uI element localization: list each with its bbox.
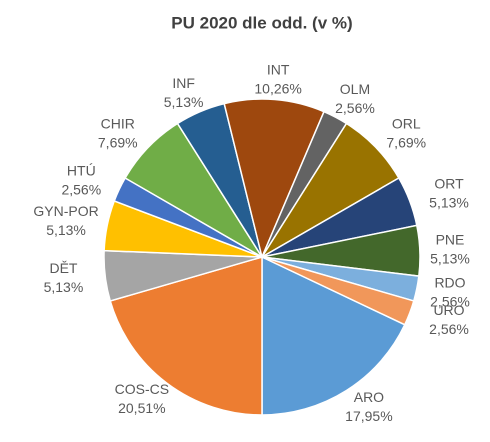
slice-label-value: 2,56%: [335, 100, 375, 116]
slice-label-name: URO: [433, 302, 464, 318]
slice-label-value: 5,13%: [44, 279, 84, 295]
slice-label-value: 10,26%: [254, 80, 301, 96]
slice-label-name: ORT: [434, 176, 464, 192]
slice-label-value: 17,95%: [345, 408, 392, 424]
slice-label-value: 2,56%: [61, 181, 101, 197]
slice-label-name: HTÚ: [67, 162, 96, 178]
slice-label-value: 7,69%: [386, 134, 426, 150]
pie-slice: [261, 255, 406, 416]
slice-label-name: PNE: [436, 232, 465, 248]
slice-label-name: DĚT: [49, 260, 77, 276]
slice-label-name: ORL: [392, 115, 421, 131]
slice-label-name: INT: [267, 61, 290, 77]
slice-label-value: 5,13%: [429, 195, 469, 211]
slice-label-value: 20,51%: [118, 400, 165, 416]
slice-label-value: 5,13%: [46, 222, 86, 238]
chart-title: PU 2020 dle odd. (v %): [171, 13, 352, 32]
pie-slice: [261, 256, 415, 326]
slice-label-value: 5,13%: [430, 251, 470, 267]
slice-label-name: CHIR: [101, 115, 135, 131]
slice-label-name: RDO: [434, 274, 465, 290]
slice-label-value: 7,69%: [98, 134, 138, 150]
slice-label-name: INF: [172, 75, 195, 91]
slice-label-value: 2,56%: [429, 321, 469, 337]
slice-label-name: COS-CS: [115, 381, 169, 397]
pie-slice: [223, 98, 325, 260]
slice-label-name: GYN-POR: [33, 203, 98, 219]
slice-label-value: 5,13%: [164, 94, 204, 110]
pie-slice: [109, 256, 263, 416]
slice-label-name: ARO: [354, 389, 384, 405]
slice-label-name: OLM: [340, 81, 370, 97]
slice-label-value: 2,56%: [430, 293, 470, 309]
